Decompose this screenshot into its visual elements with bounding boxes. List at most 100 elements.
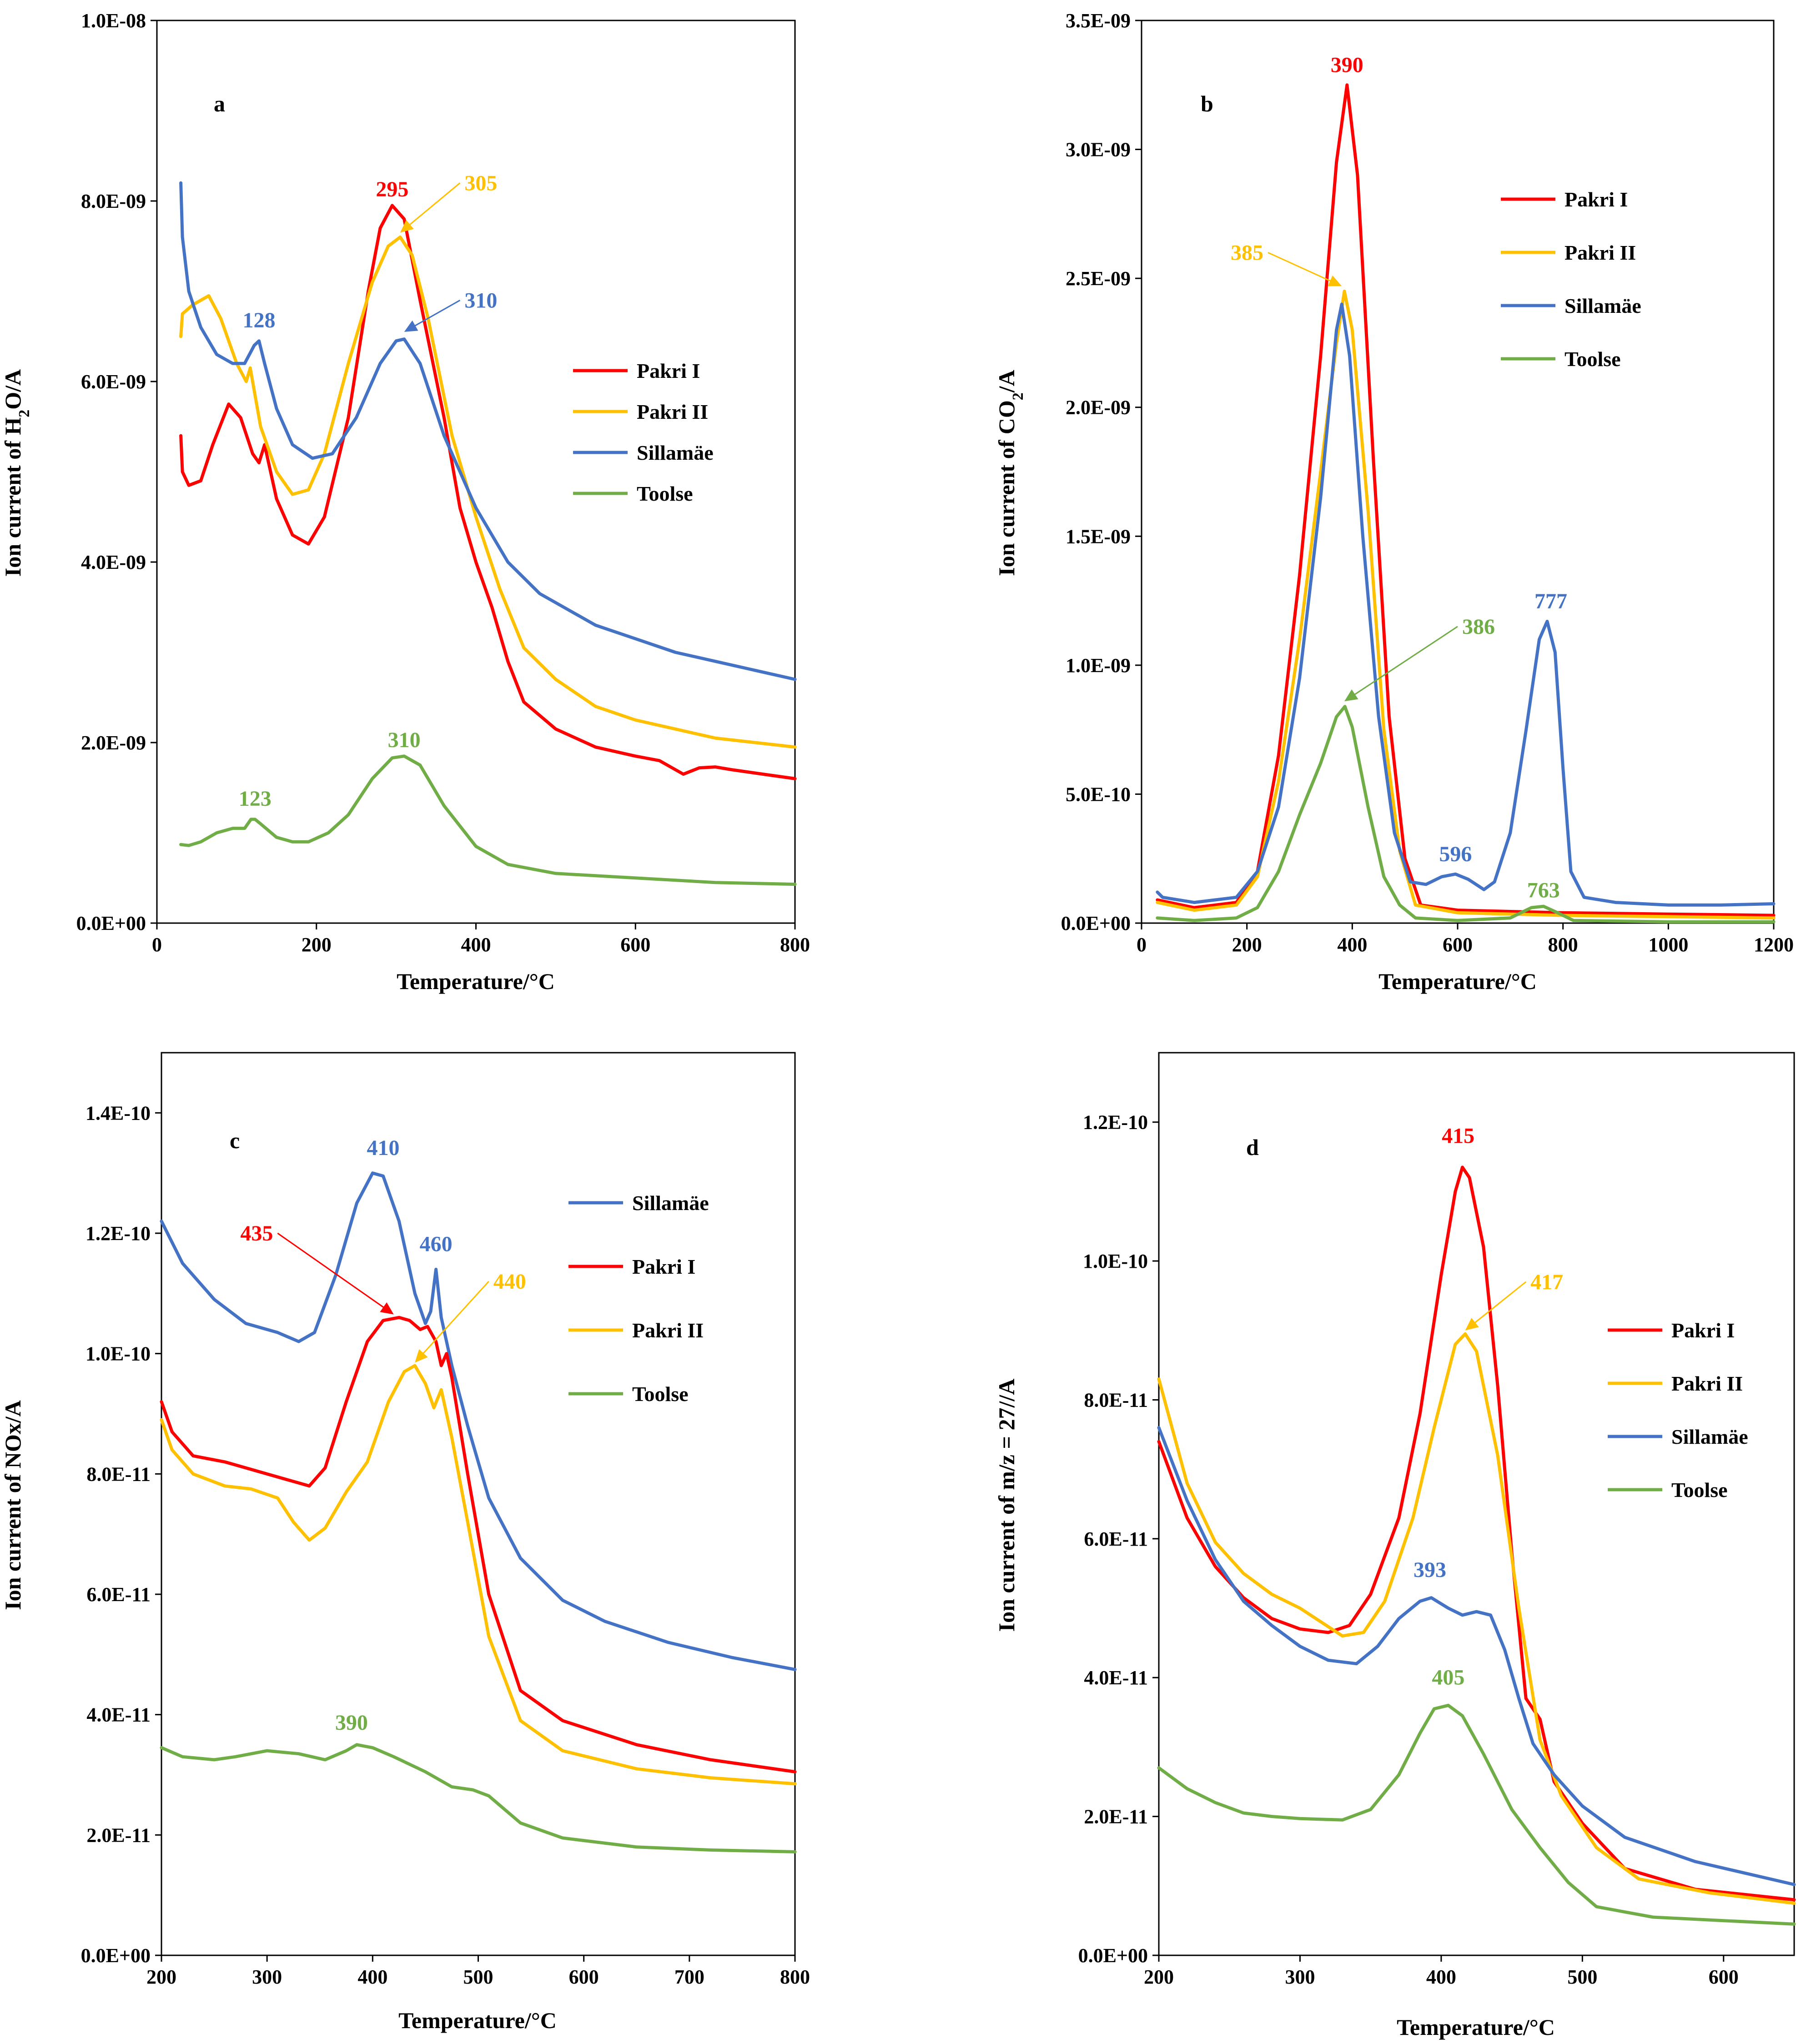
x-axis-title: Temperature/°C xyxy=(1378,969,1537,994)
x-tick-label: 200 xyxy=(146,1966,176,1988)
y-axis-title-part: Ion current of CO xyxy=(994,400,1019,576)
x-axis-title: Temperature/°C xyxy=(1397,2014,1555,2040)
series-line-toolse xyxy=(1157,1703,1796,1926)
y-tick-label: 4.0E-11 xyxy=(86,1704,151,1726)
panel-letter: a xyxy=(214,91,225,116)
annotation-arrow xyxy=(404,182,461,230)
legend-label-pakri-i: Pakri I xyxy=(1565,188,1628,211)
legend-label-pakri-ii: Pakri II xyxy=(1565,241,1636,264)
annotation-arrow xyxy=(277,1232,390,1312)
legend-label-pakri-ii: Pakri II xyxy=(637,400,708,423)
x-tick-label: 500 xyxy=(463,1966,493,1988)
peak-label: 763 xyxy=(1527,878,1560,902)
x-tick-label: 600 xyxy=(569,1966,599,1988)
peak-label: 386 xyxy=(1462,615,1495,639)
x-tick-label: 300 xyxy=(1285,1966,1315,1988)
peak-label: 435 xyxy=(240,1221,273,1245)
chart-panel-d: 200 300 400 500 600 0.0E+00 2.0E-11 4.0E-11 6.0E… xyxy=(994,1052,1796,2040)
series-line-toolse xyxy=(1156,705,1776,924)
peak-label: 385 xyxy=(1231,241,1263,265)
series-line-pakri-ii xyxy=(179,235,797,749)
chart-panel-c: 200 300 400 500 600 700 800 0.0E+00 2.0E-11 4.0E-… xyxy=(0,1052,810,2033)
peak-label: 310 xyxy=(388,728,421,752)
y-tick-label: 1.0E-08 xyxy=(81,10,146,32)
annotation-arrowhead xyxy=(1344,689,1358,702)
y-tick-label: 0.0E+00 xyxy=(1061,912,1131,934)
y-axis-title-part: Ion current of m/z = 27//A xyxy=(994,1379,1019,1632)
y-axis-title: Ion current of H2O/A xyxy=(0,369,33,577)
peak-label: 440 xyxy=(493,1270,526,1294)
peak-label: 460 xyxy=(420,1232,453,1256)
series-line-pakri-ii xyxy=(1157,1332,1796,1905)
x-tick-label: 300 xyxy=(252,1966,282,1988)
x-tick-label: 400 xyxy=(461,934,491,956)
legend-label-pakri-ii: Pakri II xyxy=(632,1319,704,1342)
legend-label-toolse: Toolse xyxy=(1565,347,1621,371)
x-tick-label: 0 xyxy=(1137,934,1147,956)
x-tick-label: 800 xyxy=(780,1966,810,1988)
annotation-arrowhead xyxy=(1465,1318,1479,1331)
series-line-toolse xyxy=(179,754,797,886)
x-tick-label: 1200 xyxy=(1754,934,1794,956)
legend-label-toolse: Toolse xyxy=(632,1382,689,1406)
series-line-sillamae xyxy=(160,1171,797,1671)
y-tick-label: 1.0E-10 xyxy=(1083,1250,1148,1272)
annotation-arrow xyxy=(1268,252,1337,285)
legend-label-sillamae: Sillamäe xyxy=(632,1191,709,1215)
y-axis-title-part: O/A xyxy=(0,369,25,410)
y-tick-label: 6.0E-11 xyxy=(86,1583,151,1606)
peak-label: 415 xyxy=(1442,1124,1474,1148)
legend-label-pakri-i: Pakri I xyxy=(632,1255,695,1278)
peak-label: 390 xyxy=(335,1711,368,1735)
chart-panel-a: 0 200 400 600 800 0.0E+00 2.0E-09 4.0E-09 6.0E-0… xyxy=(0,10,810,994)
x-tick-label: 200 xyxy=(1144,1966,1174,1988)
peak-label: 410 xyxy=(367,1136,400,1160)
y-tick-label: 5.0E-10 xyxy=(1066,783,1131,805)
y-axis-title-part: Ion current of H xyxy=(0,417,25,577)
plot-frame xyxy=(161,1052,796,1956)
x-tick-label: 500 xyxy=(1567,1966,1597,1988)
legend-label-toolse: Toolse xyxy=(1671,1478,1728,1502)
x-tick-label: 1000 xyxy=(1648,934,1688,956)
peak-label: 295 xyxy=(376,177,408,201)
annotation-arrowhead xyxy=(1328,275,1342,286)
y-tick-label: 2.0E-11 xyxy=(1084,1806,1148,1828)
series-line-sillamae xyxy=(179,181,797,681)
peak-label: 405 xyxy=(1432,1666,1464,1690)
y-axis-title-part: /A xyxy=(994,370,1019,393)
peak-label: 777 xyxy=(1534,589,1567,613)
y-axis-title-part: 2 xyxy=(16,410,33,417)
x-tick-label: 700 xyxy=(674,1966,704,1988)
y-axis-title: Ion current of CO2/A xyxy=(994,370,1026,576)
y-tick-label: 0.0E+00 xyxy=(81,1944,151,1967)
series-line-pakri-i xyxy=(1157,1165,1796,1902)
x-tick-label: 400 xyxy=(357,1966,387,1988)
annotation-arrow xyxy=(418,1281,489,1359)
peak-label: 417 xyxy=(1530,1270,1563,1294)
y-tick-label: 8.0E-11 xyxy=(86,1463,151,1485)
plot-frame xyxy=(1141,20,1775,924)
series-line-toolse xyxy=(160,1743,797,1853)
y-tick-label: 1.0E-10 xyxy=(86,1343,151,1365)
annotation-arrowhead xyxy=(380,1302,394,1315)
peak-label: 393 xyxy=(1414,1558,1446,1582)
annotation-arrow xyxy=(408,300,461,330)
y-tick-label: 6.0E-09 xyxy=(81,371,146,393)
series-line-pakri-i xyxy=(160,1316,797,1773)
x-axis-title: Temperature/°C xyxy=(397,969,555,994)
x-tick-label: 200 xyxy=(302,934,332,956)
y-tick-label: 2.5E-09 xyxy=(1066,267,1131,290)
annotation-arrow xyxy=(1348,626,1458,699)
y-tick-label: 0.0E+00 xyxy=(1078,1944,1148,1967)
y-axis-title-part: 2 xyxy=(1010,392,1026,400)
legend-label-pakri-i: Pakri I xyxy=(1671,1319,1735,1342)
y-tick-label: 2.0E-11 xyxy=(86,1824,151,1846)
annotation-arrowhead xyxy=(415,1349,428,1363)
legend-label-sillamae: Sillamäe xyxy=(637,441,714,464)
y-tick-label: 4.0E-09 xyxy=(81,551,146,573)
peak-label: 596 xyxy=(1439,842,1472,866)
y-tick-label: 6.0E-11 xyxy=(1084,1528,1148,1550)
y-tick-label: 8.0E-09 xyxy=(81,190,146,212)
series-line-sillamae xyxy=(1157,1426,1796,1886)
